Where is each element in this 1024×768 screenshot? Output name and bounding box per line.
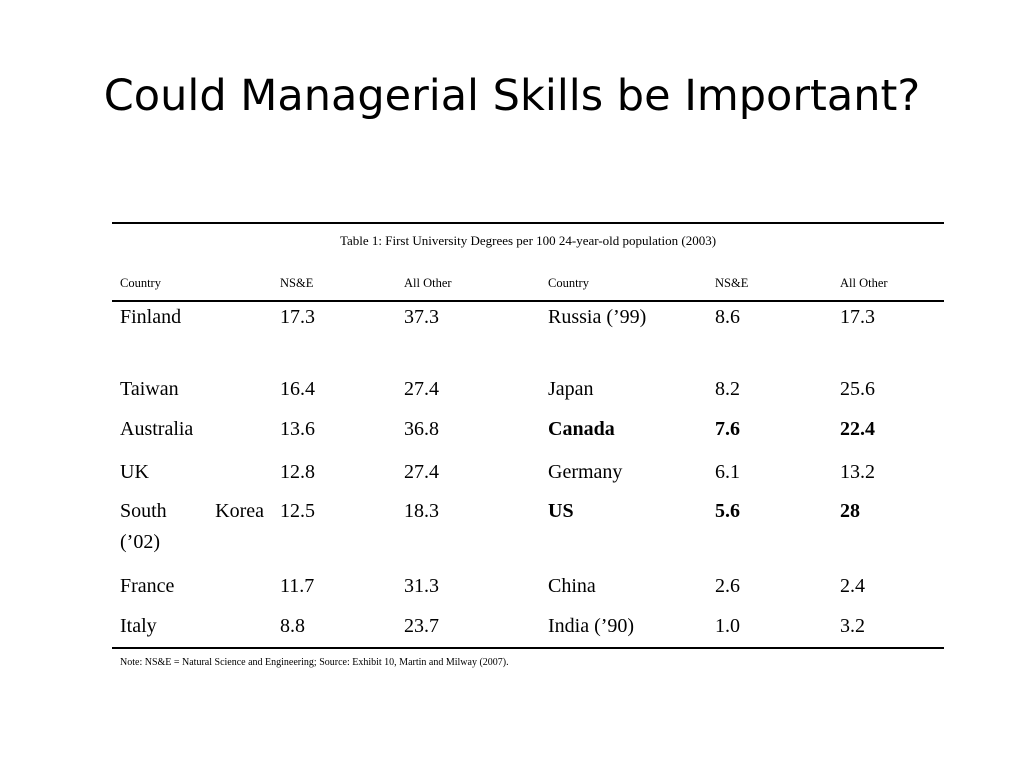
cell-country: Russia (’99) bbox=[548, 306, 647, 328]
cell-all-other: 18.3 bbox=[404, 500, 439, 522]
cell-nse: 1.0 bbox=[715, 615, 740, 637]
table-note: Note: NS&E = Natural Science and Enginee… bbox=[120, 657, 509, 668]
cell-country: Japan bbox=[548, 378, 594, 400]
table-row: South Korea (’02) 12.5 18.3 US 5.6 28 bbox=[112, 496, 944, 571]
table-row: Australia 13.6 36.8 Canada 7.6 22.4 bbox=[112, 414, 944, 457]
cell-all-other: 25.6 bbox=[840, 378, 875, 400]
cell-country: Germany bbox=[548, 461, 623, 483]
cell-nse: 7.6 bbox=[715, 418, 740, 440]
cell-country: UK bbox=[120, 461, 149, 483]
header-nse-2: NS&E bbox=[715, 276, 749, 290]
header-country-1: Country bbox=[120, 276, 161, 290]
cell-all-other: 27.4 bbox=[404, 378, 439, 400]
table-row: Italy 8.8 23.7 India (’90) 1.0 3.2 bbox=[112, 611, 944, 647]
table-bottom-rule bbox=[112, 647, 944, 649]
table-row: Taiwan 16.4 27.4 Japan 8.2 25.6 bbox=[112, 374, 944, 414]
header-country-2: Country bbox=[548, 276, 589, 290]
cell-all-other: 37.3 bbox=[404, 306, 439, 328]
cell-nse: 6.1 bbox=[715, 461, 740, 483]
table-row: Finland 17.3 37.3 Russia (’99) 8.6 17.3 bbox=[112, 302, 944, 374]
table-caption: Table 1: First University Degrees per 10… bbox=[339, 233, 717, 248]
cell-nse: 16.4 bbox=[280, 378, 315, 400]
cell-country: Taiwan bbox=[120, 378, 179, 400]
cell-all-other: 3.2 bbox=[840, 615, 865, 637]
cell-all-other: 23.7 bbox=[404, 615, 439, 637]
slide-title: Could Managerial Skills be Important? bbox=[103, 71, 921, 121]
cell-country: China bbox=[548, 575, 596, 597]
cell-country: US bbox=[548, 500, 574, 522]
cell-country: Canada bbox=[548, 418, 615, 440]
header-all-other-1: All Other bbox=[404, 276, 452, 290]
cell-country: Australia bbox=[120, 418, 194, 440]
degrees-table: Table 1: First University Degrees per 10… bbox=[112, 222, 944, 668]
cell-all-other: 13.2 bbox=[840, 461, 875, 483]
header-all-other-2: All Other bbox=[840, 276, 888, 290]
header-nse-1: NS&E bbox=[280, 276, 314, 290]
cell-all-other: 22.4 bbox=[840, 418, 875, 440]
cell-all-other: 17.3 bbox=[840, 306, 875, 328]
cell-all-other: 2.4 bbox=[840, 575, 865, 597]
cell-nse: 8.6 bbox=[715, 306, 740, 328]
cell-nse: 12.5 bbox=[280, 500, 315, 522]
cell-nse: 8.2 bbox=[715, 378, 740, 400]
cell-nse: 8.8 bbox=[280, 615, 305, 637]
cell-nse: 5.6 bbox=[715, 500, 740, 522]
cell-country: South Korea (’02) bbox=[120, 500, 264, 553]
table-row: UK 12.8 27.4 Germany 6.1 13.2 bbox=[112, 457, 944, 496]
cell-nse: 13.6 bbox=[280, 418, 315, 440]
table-row: France 11.7 31.3 China 2.6 2.4 bbox=[112, 571, 944, 611]
table-top-rule bbox=[112, 222, 944, 224]
cell-nse: 2.6 bbox=[715, 575, 740, 597]
table-header-row: Country NS&E All Other Country NS&E All … bbox=[112, 258, 944, 302]
cell-nse: 11.7 bbox=[280, 575, 315, 597]
cell-country: India (’90) bbox=[548, 615, 635, 637]
cell-country: France bbox=[120, 575, 175, 597]
cell-all-other: 27.4 bbox=[404, 461, 439, 483]
cell-country: Italy bbox=[120, 615, 157, 637]
cell-all-other: 28 bbox=[840, 500, 860, 522]
cell-nse: 12.8 bbox=[280, 461, 315, 483]
cell-country: Finland bbox=[120, 306, 182, 328]
cell-nse: 17.3 bbox=[280, 306, 315, 328]
cell-all-other: 31.3 bbox=[404, 575, 439, 597]
cell-all-other: 36.8 bbox=[404, 418, 439, 440]
